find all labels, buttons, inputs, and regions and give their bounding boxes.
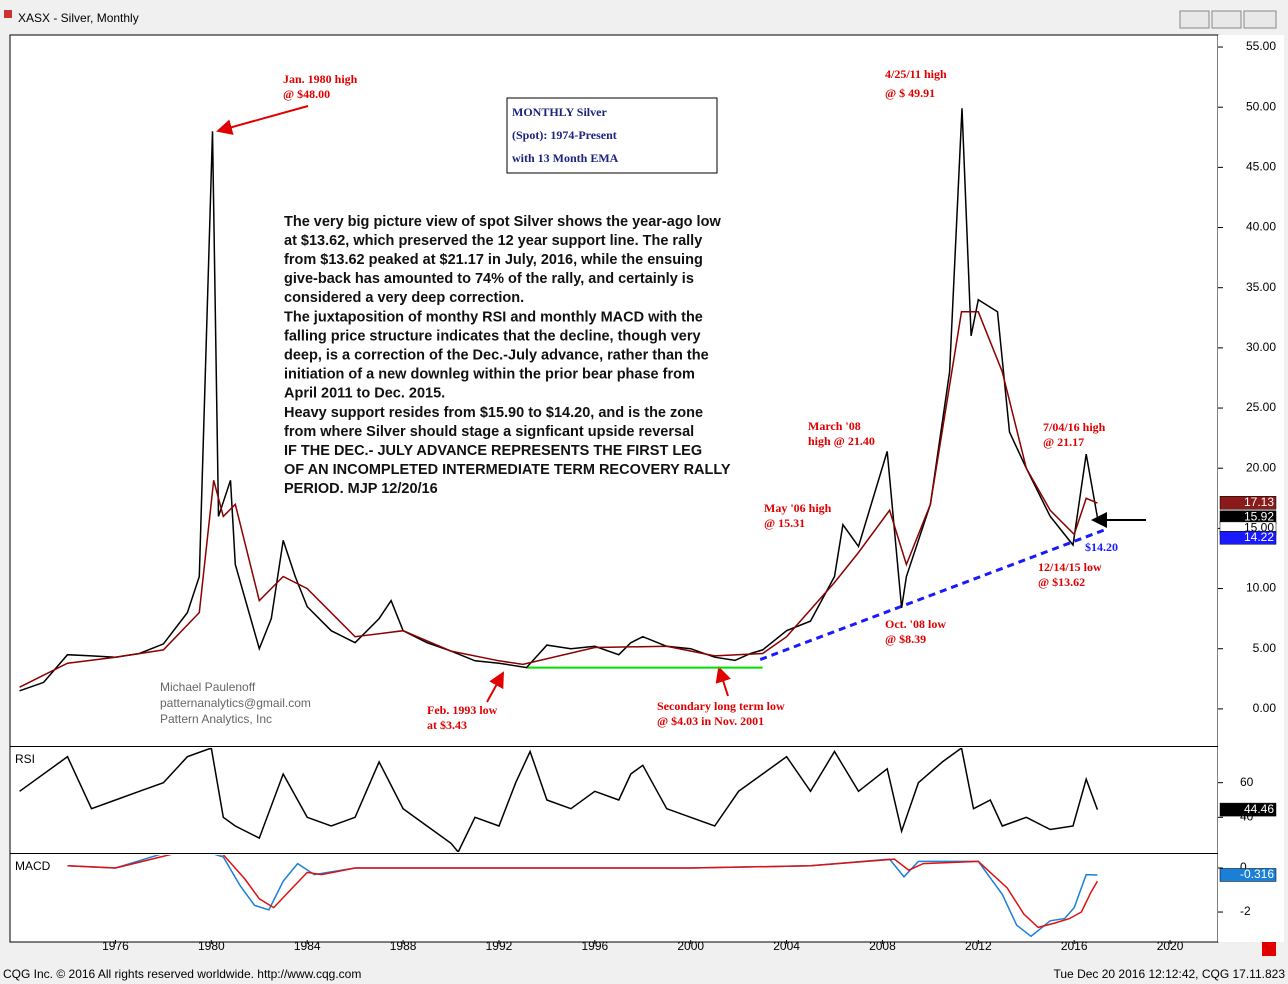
value-box [1219, 496, 1277, 510]
value-box [1219, 868, 1277, 882]
annotation: high @ 21.40 [808, 434, 875, 448]
y-tick-label: 5.00 [1253, 641, 1277, 655]
commentary-line: give-back has amounted to 74% of the ral… [284, 271, 694, 287]
series-line [19, 311, 1098, 688]
commentary-line: Heavy support resides from $15.90 to $14… [284, 405, 703, 421]
commentary-line: PERIOD. MJP 12/20/16 [284, 481, 438, 497]
value-box [1219, 802, 1277, 817]
y-tick-label: 35.00 [1246, 280, 1276, 294]
commentary-line: The very big picture view of spot Silver… [284, 214, 721, 230]
commentary-line: The juxtaposition of monthy RSI and mont… [284, 309, 703, 325]
annotation: @ 15.31 [764, 516, 805, 530]
annotation: 7/04/16 high [1043, 420, 1106, 434]
trend-line [759, 528, 1106, 661]
value-box-label: 44.46 [1244, 802, 1274, 816]
annotation: Oct. '08 low [885, 617, 946, 631]
x-tick-label: 1992 [486, 939, 513, 953]
author-line: Michael Paulenoff [160, 680, 256, 694]
x-tick-label: 1988 [390, 939, 417, 953]
window-title: XASX - Silver, Monthly [18, 11, 139, 25]
chart-title: (Spot): 1974-Present [512, 128, 617, 142]
x-tick-label: 1996 [581, 939, 608, 953]
annotation: 4/25/11 high [885, 67, 947, 81]
y-tick-label: -2 [1240, 904, 1251, 918]
arrow [216, 105, 309, 135]
annotation: 12/14/15 low [1038, 560, 1102, 574]
x-tick-label: 2008 [869, 939, 896, 953]
panel-title: RSI [15, 752, 35, 766]
series-line [67, 855, 1099, 929]
x-tick-label: 2020 [1157, 939, 1184, 953]
annotation: @ $13.62 [1038, 575, 1085, 589]
commentary-line: from $13.62 peaked at $21.17 in July, 20… [284, 252, 703, 268]
commentary-line: from where Silver should stage a signfic… [284, 424, 694, 440]
x-tick-label: 2004 [773, 939, 800, 953]
value-box-label: 15.92 [1244, 509, 1274, 523]
close-button[interactable] [1243, 10, 1277, 29]
y-tick-label: 50.00 [1246, 99, 1276, 113]
annotation: May '06 high [764, 501, 832, 515]
author-line: Pattern Analytics, Inc [160, 712, 272, 726]
footer-right: Tue Dec 20 2016 12:12:42, CQG 17.11.823 [1054, 967, 1286, 981]
arrow [715, 666, 731, 697]
y-tick-label: 55.00 [1246, 39, 1276, 53]
x-tick-label: 2012 [965, 939, 992, 953]
y-tick-label: 30.00 [1246, 340, 1276, 354]
trend-label: $14.20 [1085, 540, 1118, 554]
annotation: Feb. 1993 low [427, 703, 498, 717]
chart-title: with 13 Month EMA [512, 151, 619, 165]
commentary-line: considered a very deep correction. [284, 290, 524, 306]
author-line: patternanalytics@gmail.com [160, 696, 311, 710]
value-box-label: -0.316 [1240, 867, 1274, 881]
series-line [19, 108, 1099, 692]
chart-title: MONTHLY Silver [512, 105, 607, 119]
x-tick-label: 2000 [677, 939, 704, 953]
y-tick-label: 45.00 [1246, 160, 1276, 174]
panel-title: MACD [15, 859, 51, 873]
annotation: Jan. 1980 high [283, 72, 358, 86]
commentary-line: IF THE DEC.- JULY ADVANCE REPRESENTS THE… [284, 443, 702, 459]
annotation: @ $8.39 [885, 632, 926, 646]
title-box [506, 97, 718, 174]
y-tick-label: 40.00 [1246, 220, 1276, 234]
value-box-label: 14.22 [1244, 530, 1274, 544]
y-tick-label: 20.00 [1246, 460, 1276, 474]
annotation: @ $4.03 in Nov. 2001 [657, 714, 764, 728]
arrow [486, 671, 504, 703]
maximize-button[interactable] [1211, 10, 1242, 29]
commentary-line: at $13.62, which preserved the 12 year s… [284, 233, 702, 249]
y-tick-label: 25.00 [1246, 400, 1276, 414]
value-box-label: 17.13 [1244, 495, 1274, 509]
series-line [19, 748, 1099, 852]
annotation: @ $ 49.91 [885, 86, 935, 100]
commentary-line: deep, is a correction of the Dec.-July a… [284, 348, 709, 364]
commentary-line: falling price structure indicates that t… [284, 328, 701, 344]
y-tick-label: 60 [1240, 775, 1254, 789]
x-tick-label: 2016 [1061, 939, 1088, 953]
y-tick-label: 10.00 [1246, 581, 1276, 595]
scroll-arrow[interactable] [1262, 942, 1276, 956]
x-tick-label: 1984 [294, 939, 321, 953]
minimize-button[interactable] [1179, 10, 1210, 29]
commentary-line: OF AN INCOMPLETED INTERMEDIATE TERM RECO… [284, 462, 731, 478]
annotation: Secondary long term low [657, 699, 785, 713]
commentary-line: April 2011 to Dec. 2015. [284, 386, 445, 402]
window-icon [4, 10, 12, 18]
x-tick-label: 1976 [102, 939, 129, 953]
commentary-line: initiation of a new downleg within the p… [284, 367, 695, 383]
annotation: at $3.43 [427, 718, 467, 732]
annotation: March '08 [808, 419, 861, 433]
value-box [1219, 531, 1277, 545]
annotation: @ 21.17 [1043, 435, 1084, 449]
y-tick-label: 0.00 [1253, 701, 1277, 715]
window-buttons[interactable] [1179, 10, 1277, 29]
annotation: @ $48.00 [283, 87, 330, 101]
y-tick-label: 0 [1240, 860, 1247, 874]
axis-area [1218, 35, 1284, 942]
x-tick-label: 1980 [198, 939, 225, 953]
footer-left: CQG Inc. © 2016 All rights reserved worl… [3, 967, 361, 981]
